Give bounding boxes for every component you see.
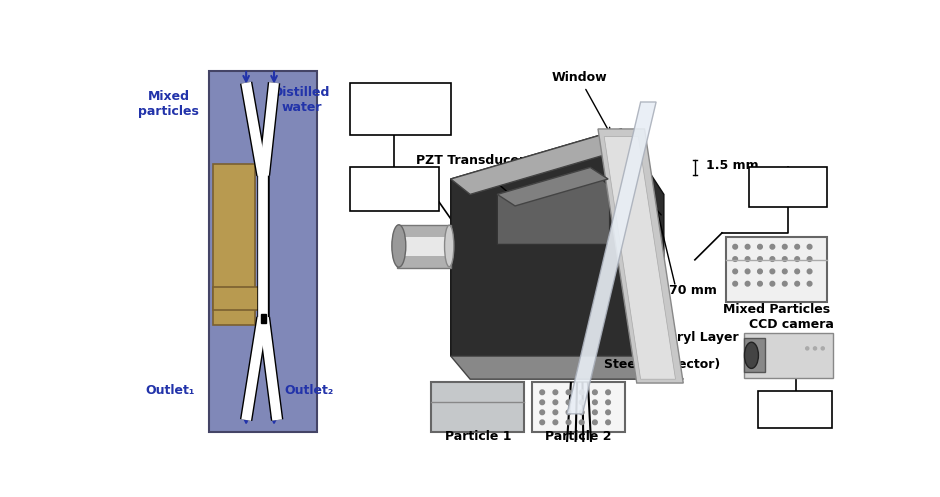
Circle shape xyxy=(540,400,544,405)
Polygon shape xyxy=(397,237,451,256)
Bar xyxy=(261,314,265,323)
Text: Particle 2: Particle 2 xyxy=(545,430,612,443)
Circle shape xyxy=(733,245,738,249)
Text: 70 mm: 70 mm xyxy=(669,284,717,297)
Circle shape xyxy=(822,347,824,350)
Circle shape xyxy=(807,257,812,261)
Circle shape xyxy=(795,257,800,261)
Polygon shape xyxy=(567,102,656,414)
Circle shape xyxy=(566,390,571,395)
Text: CCD camera: CCD camera xyxy=(749,318,834,331)
Text: Acryl Layer: Acryl Layer xyxy=(660,331,739,354)
Text: Mixed
particles: Mixed particles xyxy=(138,90,199,118)
Polygon shape xyxy=(451,129,641,194)
Text: Outlet₁: Outlet₁ xyxy=(146,384,195,397)
Bar xyxy=(744,333,833,378)
Circle shape xyxy=(807,281,812,286)
Ellipse shape xyxy=(744,342,759,368)
Text: Steel (Reflector): Steel (Reflector) xyxy=(604,358,720,371)
Circle shape xyxy=(579,420,584,424)
Circle shape xyxy=(782,245,787,249)
Circle shape xyxy=(566,400,571,405)
Circle shape xyxy=(540,420,544,424)
Circle shape xyxy=(806,347,808,350)
Circle shape xyxy=(605,410,610,414)
Circle shape xyxy=(553,400,557,405)
Circle shape xyxy=(553,410,557,414)
Bar xyxy=(726,237,826,302)
Text: Window: Window xyxy=(552,71,610,133)
Bar xyxy=(350,83,451,135)
Circle shape xyxy=(745,257,750,261)
Circle shape xyxy=(770,269,775,274)
Circle shape xyxy=(758,269,762,274)
Text: 1.5 mm: 1.5 mm xyxy=(707,160,760,172)
Circle shape xyxy=(579,390,584,395)
Bar xyxy=(532,382,625,431)
Polygon shape xyxy=(497,167,608,206)
Text: Function
Generator: Function Generator xyxy=(365,97,436,125)
Bar xyxy=(350,167,439,211)
Text: Amplifier: Amplifier xyxy=(362,182,426,195)
Text: Particle 1: Particle 1 xyxy=(445,430,511,443)
Circle shape xyxy=(795,281,800,286)
Polygon shape xyxy=(497,167,610,245)
Circle shape xyxy=(605,390,610,395)
Circle shape xyxy=(605,400,610,405)
Circle shape xyxy=(758,257,762,261)
Circle shape xyxy=(807,269,812,274)
Circle shape xyxy=(592,420,597,424)
Ellipse shape xyxy=(445,225,454,267)
Circle shape xyxy=(807,245,812,249)
Circle shape xyxy=(758,281,762,286)
Circle shape xyxy=(592,410,597,414)
Circle shape xyxy=(745,245,750,249)
Bar xyxy=(759,391,832,428)
Text: Outlet₂: Outlet₂ xyxy=(284,384,334,397)
Polygon shape xyxy=(451,356,683,379)
Circle shape xyxy=(758,245,762,249)
Circle shape xyxy=(540,410,544,414)
Bar xyxy=(212,164,256,326)
Polygon shape xyxy=(598,129,683,383)
Text: Mixed Particles: Mixed Particles xyxy=(723,303,830,316)
Circle shape xyxy=(795,269,800,274)
Bar xyxy=(431,382,525,431)
Circle shape xyxy=(733,257,738,261)
Circle shape xyxy=(605,420,610,424)
Circle shape xyxy=(592,400,597,405)
Circle shape xyxy=(553,420,557,424)
Circle shape xyxy=(553,390,557,395)
Text: PZT Transducer: PZT Transducer xyxy=(415,154,525,207)
Circle shape xyxy=(770,257,775,261)
Circle shape xyxy=(566,410,571,414)
Bar xyxy=(212,287,266,310)
Circle shape xyxy=(770,281,775,286)
Circle shape xyxy=(782,269,787,274)
Text: PC: PC xyxy=(787,403,805,415)
Circle shape xyxy=(733,269,738,274)
Circle shape xyxy=(782,281,787,286)
Bar xyxy=(744,338,765,372)
Circle shape xyxy=(592,390,597,395)
Circle shape xyxy=(745,269,750,274)
Circle shape xyxy=(782,257,787,261)
Circle shape xyxy=(540,390,544,395)
Circle shape xyxy=(579,400,584,405)
Circle shape xyxy=(745,281,750,286)
Polygon shape xyxy=(604,137,676,379)
Circle shape xyxy=(566,420,571,424)
Circle shape xyxy=(770,245,775,249)
Bar xyxy=(209,71,318,431)
Text: Pump: Pump xyxy=(768,181,807,194)
Circle shape xyxy=(795,245,800,249)
Circle shape xyxy=(579,410,584,414)
Polygon shape xyxy=(451,129,664,356)
Ellipse shape xyxy=(392,225,406,267)
Polygon shape xyxy=(397,225,451,267)
Bar xyxy=(749,167,826,207)
Text: Distilled
water: Distilled water xyxy=(274,85,331,114)
Circle shape xyxy=(733,281,738,286)
Circle shape xyxy=(813,347,817,350)
